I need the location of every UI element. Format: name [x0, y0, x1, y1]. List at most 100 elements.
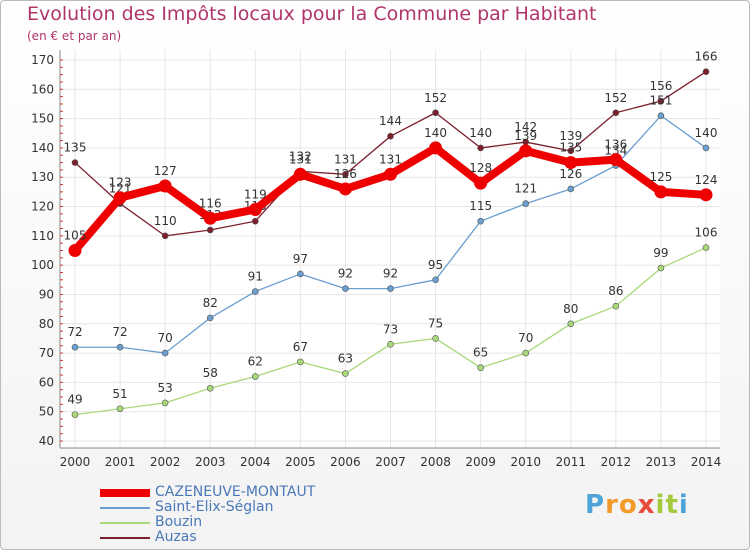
data-label-bouzin: 70 — [518, 331, 533, 345]
data-label-cazeneuve-montaut: 105 — [64, 229, 87, 243]
x-tick-label: 2009 — [465, 455, 496, 469]
point-saint-elix-seglan — [206, 314, 214, 322]
data-label-auzas: 132 — [289, 149, 312, 163]
x-tick-label: 2013 — [646, 455, 677, 469]
point-cazeneuve-montaut — [519, 144, 533, 158]
point-bouzin — [387, 340, 394, 348]
data-label-auzas: 166 — [695, 50, 718, 64]
legend-swatch — [100, 522, 150, 524]
point-bouzin — [71, 411, 79, 418]
point-saint-elix-seglan — [161, 349, 169, 357]
x-tick-label: 2001 — [105, 455, 136, 469]
data-label-cazeneuve-montaut: 135 — [559, 141, 582, 155]
data-label-cazeneuve-montaut: 127 — [154, 164, 177, 178]
point-saint-elix-seglan — [567, 185, 575, 193]
data-label-auzas: 152 — [424, 91, 447, 105]
data-label-saint-elix-seglan: 82 — [203, 296, 218, 310]
data-label-saint-elix-seglan: 72 — [67, 325, 82, 339]
point-cazeneuve-montaut — [654, 185, 668, 199]
y-tick-label: 50 — [39, 405, 54, 419]
data-label-saint-elix-seglan: 70 — [158, 331, 173, 345]
y-tick-label: 70 — [39, 346, 54, 360]
data-label-cazeneuve-montaut: 136 — [604, 138, 627, 152]
data-label-bouzin: 49 — [67, 393, 82, 407]
data-label-auzas: 140 — [469, 126, 492, 140]
x-tick-label: 2004 — [240, 455, 271, 469]
data-label-bouzin: 99 — [653, 246, 668, 260]
logo-letter: i — [655, 490, 666, 520]
data-label-saint-elix-seglan: 97 — [293, 252, 308, 266]
logo-letter: i — [678, 490, 689, 520]
legend-swatch — [100, 507, 150, 509]
data-label-cazeneuve-montaut: 119 — [244, 187, 267, 201]
data-label-saint-elix-seglan: 134 — [604, 144, 627, 158]
data-label-saint-elix-seglan: 115 — [469, 199, 492, 213]
logo-letter: P — [585, 490, 606, 520]
chart-subtitle: (en € et par an) — [27, 29, 122, 43]
x-tick-label: 2006 — [330, 455, 361, 469]
data-label-bouzin: 58 — [203, 366, 218, 380]
point-auzas — [161, 232, 169, 240]
point-saint-elix-seglan — [522, 200, 530, 207]
point-auzas — [477, 144, 484, 152]
x-tick-label: 2005 — [285, 455, 316, 469]
point-bouzin — [702, 244, 710, 251]
data-label-auzas: 144 — [379, 114, 402, 128]
point-saint-elix-seglan — [432, 276, 439, 284]
point-auzas — [702, 68, 710, 76]
data-label-bouzin: 53 — [158, 381, 173, 395]
point-auzas — [342, 171, 349, 178]
data-label-cazeneuve-montaut: 131 — [379, 152, 402, 166]
data-label-auzas: 121 — [109, 182, 132, 196]
y-tick-label: 120 — [31, 200, 54, 214]
y-tick-label: 160 — [31, 82, 54, 96]
x-tick-label: 2007 — [375, 455, 406, 469]
data-label-saint-elix-seglan: 92 — [338, 267, 353, 281]
point-cazeneuve-montaut — [384, 167, 397, 181]
data-label-bouzin: 86 — [608, 284, 623, 298]
data-label-saint-elix-seglan: 140 — [695, 126, 718, 140]
data-label-saint-elix-seglan: 72 — [112, 325, 127, 339]
point-saint-elix-seglan — [116, 343, 124, 351]
x-tick-label: 2010 — [510, 455, 541, 469]
data-label-saint-elix-seglan: 95 — [428, 258, 443, 272]
data-label-auzas: 110 — [154, 214, 177, 228]
point-cazeneuve-montaut — [113, 191, 127, 205]
y-tick-label: 170 — [31, 53, 54, 67]
point-auzas — [251, 217, 259, 225]
data-label-saint-elix-seglan: 92 — [383, 267, 398, 281]
logo-letter: t — [665, 490, 679, 520]
x-tick-label: 2014 — [691, 455, 722, 469]
point-cazeneuve-montaut — [158, 179, 172, 193]
point-cazeneuve-montaut — [338, 182, 352, 196]
point-bouzin — [161, 399, 169, 407]
y-tick-label: 60 — [39, 375, 54, 389]
data-label-auzas: 142 — [514, 120, 537, 134]
x-tick-label: 2008 — [420, 455, 451, 469]
y-tick-label: 40 — [39, 434, 54, 448]
point-saint-elix-seglan — [477, 217, 484, 225]
data-label-bouzin: 51 — [112, 387, 127, 401]
point-cazeneuve-montaut — [564, 156, 578, 170]
data-label-saint-elix-seglan: 151 — [649, 94, 672, 108]
data-label-bouzin: 75 — [428, 316, 443, 330]
data-label-cazeneuve-montaut: 131 — [289, 152, 312, 166]
point-auzas — [432, 109, 439, 117]
legend-swatch — [100, 537, 150, 539]
data-label-cazeneuve-montaut: 139 — [514, 129, 537, 143]
point-bouzin — [612, 302, 620, 310]
chart-title: Evolution des Impôts locaux pour la Comm… — [27, 3, 597, 25]
logo-letter: r — [605, 490, 619, 520]
point-saint-elix-seglan — [657, 112, 665, 119]
data-label-bouzin: 65 — [473, 346, 488, 360]
point-bouzin — [206, 384, 214, 392]
point-bouzin — [251, 373, 259, 380]
point-bouzin — [567, 320, 575, 328]
point-bouzin — [432, 335, 439, 342]
data-label-bouzin: 62 — [248, 355, 263, 369]
point-cazeneuve-montaut — [203, 211, 217, 225]
data-label-cazeneuve-montaut: 116 — [199, 196, 222, 210]
data-label-bouzin: 80 — [563, 302, 578, 316]
data-label-cazeneuve-montaut: 140 — [424, 126, 447, 140]
point-cazeneuve-montaut — [248, 202, 262, 216]
